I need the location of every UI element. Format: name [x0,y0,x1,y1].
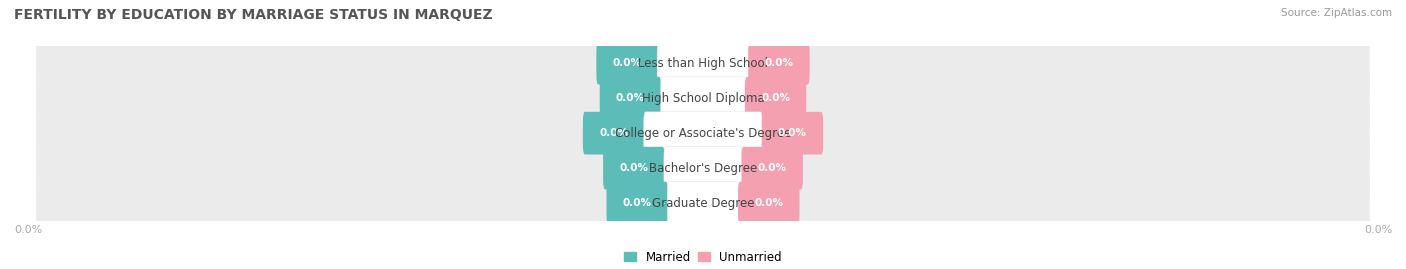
FancyBboxPatch shape [762,112,823,154]
Text: Graduate Degree: Graduate Degree [652,197,754,210]
Text: 0.0%: 0.0% [758,163,787,173]
Text: 0.0%: 0.0% [754,198,783,208]
Text: 0.0%: 0.0% [616,93,645,103]
FancyBboxPatch shape [37,91,1369,175]
Text: Source: ZipAtlas.com: Source: ZipAtlas.com [1281,8,1392,18]
FancyBboxPatch shape [600,77,661,119]
FancyBboxPatch shape [748,42,810,84]
Text: College or Associate's Degree: College or Associate's Degree [614,127,792,140]
FancyBboxPatch shape [657,42,749,84]
Text: FERTILITY BY EDUCATION BY MARRIAGE STATUS IN MARQUEZ: FERTILITY BY EDUCATION BY MARRIAGE STATU… [14,8,492,22]
FancyBboxPatch shape [661,77,745,119]
Legend: Married, Unmarried: Married, Unmarried [624,251,782,264]
FancyBboxPatch shape [583,112,644,154]
FancyBboxPatch shape [37,21,1369,105]
FancyBboxPatch shape [37,56,1369,140]
FancyBboxPatch shape [668,182,738,224]
FancyBboxPatch shape [603,147,665,189]
Text: 0.0%: 0.0% [778,128,807,138]
FancyBboxPatch shape [741,147,803,189]
FancyBboxPatch shape [664,147,742,189]
FancyBboxPatch shape [37,161,1369,245]
FancyBboxPatch shape [37,126,1369,210]
FancyBboxPatch shape [596,42,658,84]
FancyBboxPatch shape [606,182,668,224]
Text: High School Diploma: High School Diploma [641,92,765,105]
Text: 0.0%: 0.0% [765,58,793,68]
FancyBboxPatch shape [738,182,800,224]
Text: Bachelor's Degree: Bachelor's Degree [650,162,756,175]
Text: 0.0%: 0.0% [623,198,652,208]
Text: 0.0%: 0.0% [613,58,641,68]
FancyBboxPatch shape [745,77,806,119]
FancyBboxPatch shape [644,112,762,154]
Text: Less than High School: Less than High School [638,57,768,70]
Text: 0.0%: 0.0% [599,128,628,138]
Text: 0.0%: 0.0% [619,163,648,173]
Text: 0.0%: 0.0% [761,93,790,103]
